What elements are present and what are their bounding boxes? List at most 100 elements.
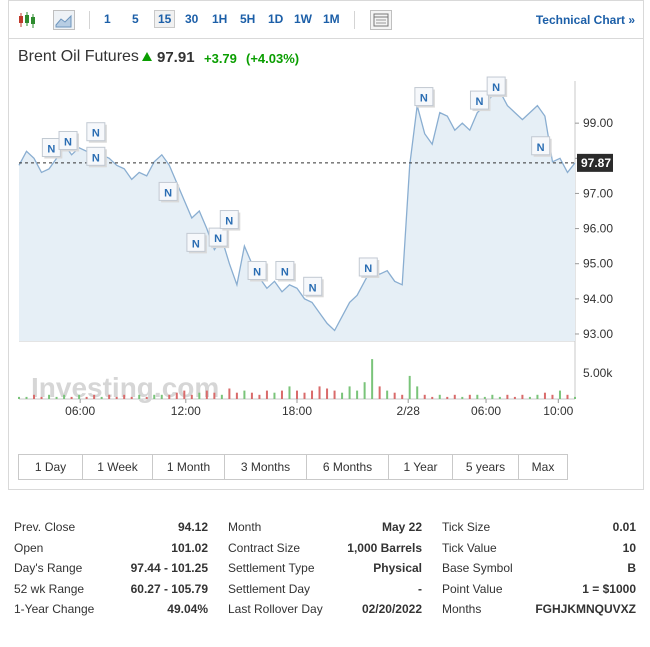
news-marker[interactable] xyxy=(469,90,489,110)
volume-bar xyxy=(228,388,231,399)
period-6-months[interactable]: 6 Months xyxy=(307,455,389,479)
period-3-months[interactable]: 3 Months xyxy=(225,455,307,479)
stat-value: 94.12 xyxy=(177,520,208,534)
chart-toolbar: 1 5 15 30 1H 5H 1D 1W 1M Technical Chart… xyxy=(8,0,644,38)
news-marker-label: N xyxy=(492,82,500,94)
news-marker[interactable] xyxy=(86,146,106,166)
stat-row: Contract Size 1,000 Barrels xyxy=(228,541,422,562)
volume-bar xyxy=(108,394,111,399)
volume-bar xyxy=(130,396,133,399)
news-marker-label: N xyxy=(420,93,428,105)
volume-axis-label: 5.00k xyxy=(583,366,613,380)
volume-bar xyxy=(341,392,344,399)
last-price-tag-label: 97.87 xyxy=(581,156,611,170)
volume-bar xyxy=(521,394,524,399)
volume-bar xyxy=(446,396,449,399)
volume-bar xyxy=(536,394,539,399)
news-marker-label: N xyxy=(47,144,55,156)
volume-bar xyxy=(386,390,389,399)
stat-value: May 22 xyxy=(381,520,422,534)
volume-bar xyxy=(453,394,456,399)
y-tick-label: 97.00 xyxy=(583,186,613,200)
interval-5h[interactable]: 5H xyxy=(240,12,256,26)
interval-30[interactable]: 30 xyxy=(185,12,199,26)
volume-bar xyxy=(273,392,276,399)
volume-bar xyxy=(205,390,208,399)
news-marker[interactable] xyxy=(358,257,378,277)
volume-bar xyxy=(78,394,81,399)
stat-value: 60.27 - 105.79 xyxy=(130,581,208,596)
period-max[interactable]: Max xyxy=(531,460,555,474)
volume-bar xyxy=(363,382,366,399)
volume-bar xyxy=(416,386,419,399)
chart-panel: Brent Oil Futures 97.91 +3.79 (+4.03%) 9… xyxy=(8,38,644,490)
x-tick-label: 12:00 xyxy=(171,404,201,418)
stat-label: Month xyxy=(228,520,262,534)
volume-bar xyxy=(48,394,51,399)
area-chart-icon[interactable] xyxy=(53,10,75,30)
news-marker[interactable] xyxy=(186,232,206,252)
volume-bar xyxy=(243,390,246,399)
price-chart[interactable]: 99.0098.0097.0096.0095.0094.0093.00Inves… xyxy=(9,39,643,449)
news-marker[interactable] xyxy=(531,136,551,156)
volume-bar xyxy=(468,394,471,399)
volume-bar xyxy=(303,392,306,399)
volume-bar xyxy=(25,396,28,399)
volume-bar xyxy=(175,392,178,399)
period-5-years[interactable]: 5 years xyxy=(453,455,519,479)
volume-bar xyxy=(220,394,223,399)
stat-label: Tick Value xyxy=(442,540,497,555)
period-1-day[interactable]: 1 Day xyxy=(19,455,83,479)
news-marker[interactable] xyxy=(219,210,239,230)
volume-bar xyxy=(198,392,201,399)
candlestick-icon[interactable] xyxy=(17,10,39,30)
news-marker[interactable] xyxy=(158,181,178,201)
news-marker[interactable] xyxy=(58,130,78,150)
volume-bar xyxy=(235,392,238,399)
price-change-percent: (+4.03%) xyxy=(246,51,300,66)
volume-bar xyxy=(461,396,464,399)
stat-value: FGHJKMNQUVXZ xyxy=(535,602,636,616)
news-marker-label: N xyxy=(92,152,100,164)
stat-label: Prev. Close xyxy=(14,520,76,534)
interval-1m[interactable]: 1M xyxy=(323,12,340,26)
news-marker[interactable] xyxy=(247,260,267,280)
news-marker[interactable] xyxy=(208,227,228,247)
volume-bar xyxy=(476,394,479,399)
interval-5[interactable]: 5 xyxy=(132,12,139,26)
news-marker[interactable] xyxy=(486,76,506,96)
volume-bar xyxy=(574,396,576,399)
volume-bar xyxy=(506,394,509,399)
period-1-year[interactable]: 1 Year xyxy=(389,455,453,479)
period-1-month[interactable]: 1 Month xyxy=(153,455,225,479)
instrument-title: Brent Oil Futures xyxy=(18,48,139,65)
period-1-week[interactable]: 1 Week xyxy=(83,455,153,479)
last-price-tag xyxy=(577,153,613,172)
news-marker[interactable] xyxy=(86,122,106,142)
volume-bar xyxy=(18,396,20,399)
interval-1h[interactable]: 1H xyxy=(212,12,228,26)
volume-bar xyxy=(288,386,291,399)
news-marker[interactable] xyxy=(414,87,434,107)
news-marker-label: N xyxy=(309,282,317,294)
news-marker[interactable] xyxy=(303,276,323,296)
volume-bar xyxy=(431,396,434,399)
news-marker[interactable] xyxy=(275,260,295,280)
table-icon[interactable] xyxy=(370,10,392,30)
interval-1w[interactable]: 1W xyxy=(294,12,312,26)
volume-bar xyxy=(33,394,36,399)
volume-bar xyxy=(498,396,501,399)
volume-bar xyxy=(85,396,88,399)
volume-bar xyxy=(296,390,298,399)
stat-row: Base Symbol B xyxy=(442,561,636,582)
interval-1[interactable]: 1 xyxy=(104,12,111,26)
volume-bar xyxy=(183,390,186,399)
toolbar-separator xyxy=(354,11,355,29)
y-tick-label: 94.00 xyxy=(583,292,613,306)
volume-bar xyxy=(356,390,359,399)
interval-1d[interactable]: 1D xyxy=(268,12,284,26)
stats-column-2: Month May 22 Contract Size 1,000 Barrels S… xyxy=(228,520,422,623)
technical-chart-link[interactable]: Technical Chart » xyxy=(535,13,635,27)
volume-bar xyxy=(55,396,58,399)
interval-15[interactable]: 15 xyxy=(154,10,176,28)
